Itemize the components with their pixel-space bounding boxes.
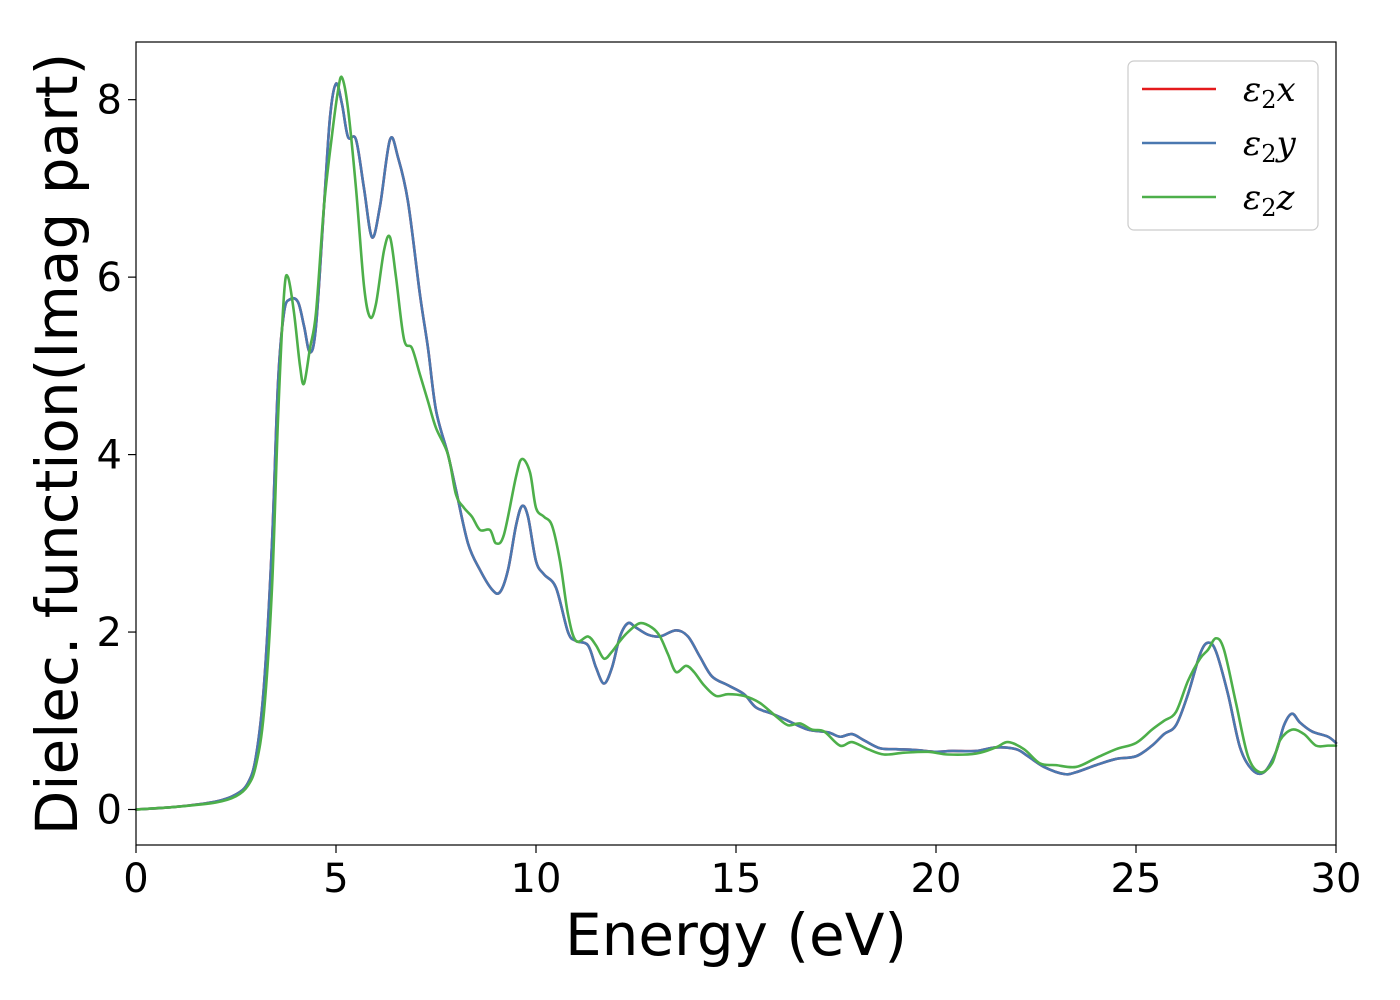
- x-tick-label: 20: [911, 856, 962, 902]
- series-line-y: [134, 82, 1338, 811]
- y-tick-label: 0: [97, 788, 122, 834]
- y-tick-label: 4: [97, 433, 122, 479]
- legend-label-z: ε2z: [1243, 178, 1296, 222]
- x-axis: 0 5 10 15 20 25 30: [123, 845, 1361, 902]
- legend-label-x: ε2x: [1243, 70, 1296, 114]
- legend: ε2x ε2y ε2z: [1127, 60, 1319, 231]
- series-layer: [134, 75, 1338, 811]
- series-line-z: [134, 75, 1338, 811]
- x-tick-label: 25: [1111, 856, 1162, 902]
- x-tick-label: 30: [1311, 856, 1362, 902]
- x-tick-label: 5: [323, 856, 348, 902]
- y-axis-title: Dielec. function(Imag part): [23, 53, 91, 836]
- y-tick-label: 2: [97, 610, 122, 656]
- y-tick-label: 6: [97, 255, 122, 301]
- x-tick-label: 10: [511, 856, 562, 902]
- legend-box: [1127, 60, 1319, 231]
- legend-label-y: ε2y: [1243, 124, 1297, 168]
- x-tick-label: 15: [711, 856, 762, 902]
- y-axis: 0 2 4 6 8: [97, 78, 136, 834]
- x-axis-title: Energy (eV): [565, 901, 907, 969]
- y-tick-label: 8: [97, 78, 122, 124]
- x-tick-label: 0: [123, 856, 148, 902]
